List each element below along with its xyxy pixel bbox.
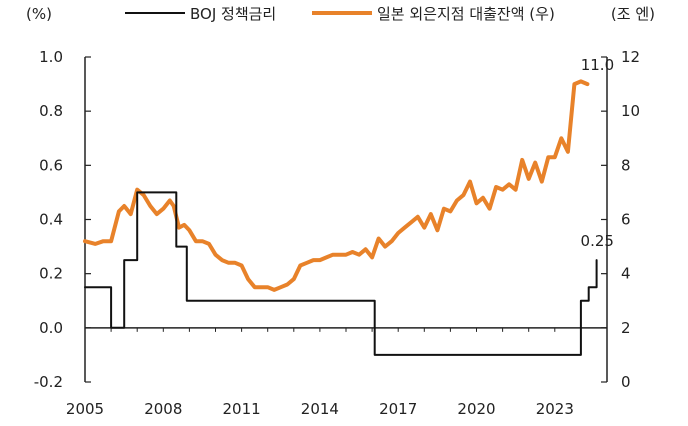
annotation-layer: 11.0 0.25 [581,56,615,250]
left-tick-label: 1.0 [39,48,63,66]
axes: -0.2 0.0 0.2 0.4 0.6 0.8 1.0 0 2 4 6 8 10 12 2005 2008 2… [34,48,640,418]
x-tick-label: 2005 [66,400,104,418]
right-tick-label: 2 [621,319,631,337]
series-layer [83,79,598,356]
left-tick-label: -0.2 [34,373,63,391]
right-tick-label: 8 [621,156,631,174]
right-tick-label: 12 [621,48,640,66]
right-tick-label: 0 [621,373,631,391]
annotation-last-loan-value: 11.0 [581,56,614,74]
x-tick-label: 2008 [144,400,182,418]
x-tick-label: 2023 [536,400,574,418]
x-tick-label: 2017 [379,400,417,418]
series-line-policy-rate [84,191,598,356]
left-tick-label: 0.8 [39,102,63,120]
x-tick-label: 2011 [223,400,261,418]
legend: BOJ 정책금리 일본 외은지점 대출잔액 (우) [125,5,555,23]
annotation-last-rate-value: 0.25 [581,232,614,250]
right-tick-label: 4 [621,265,631,283]
right-tick-label: 10 [621,102,640,120]
x-tick-label: 2020 [457,400,495,418]
left-tick-label: 0.6 [39,156,63,174]
left-tick-label: 0.4 [39,211,63,229]
left-tick-label: 0.0 [39,319,63,337]
legend-label-loan-balance: 일본 외은지점 대출잔액 (우) [377,5,555,23]
left-axis-unit: (%) [26,5,52,23]
series-line-loan-balance [83,79,590,292]
right-axis-unit: (조 엔) [611,5,655,23]
left-tick-label: 0.2 [39,265,63,283]
legend-label-policy-rate: BOJ 정책금리 [190,5,276,23]
right-tick-label: 6 [621,211,631,229]
x-tick-label: 2014 [301,400,339,418]
